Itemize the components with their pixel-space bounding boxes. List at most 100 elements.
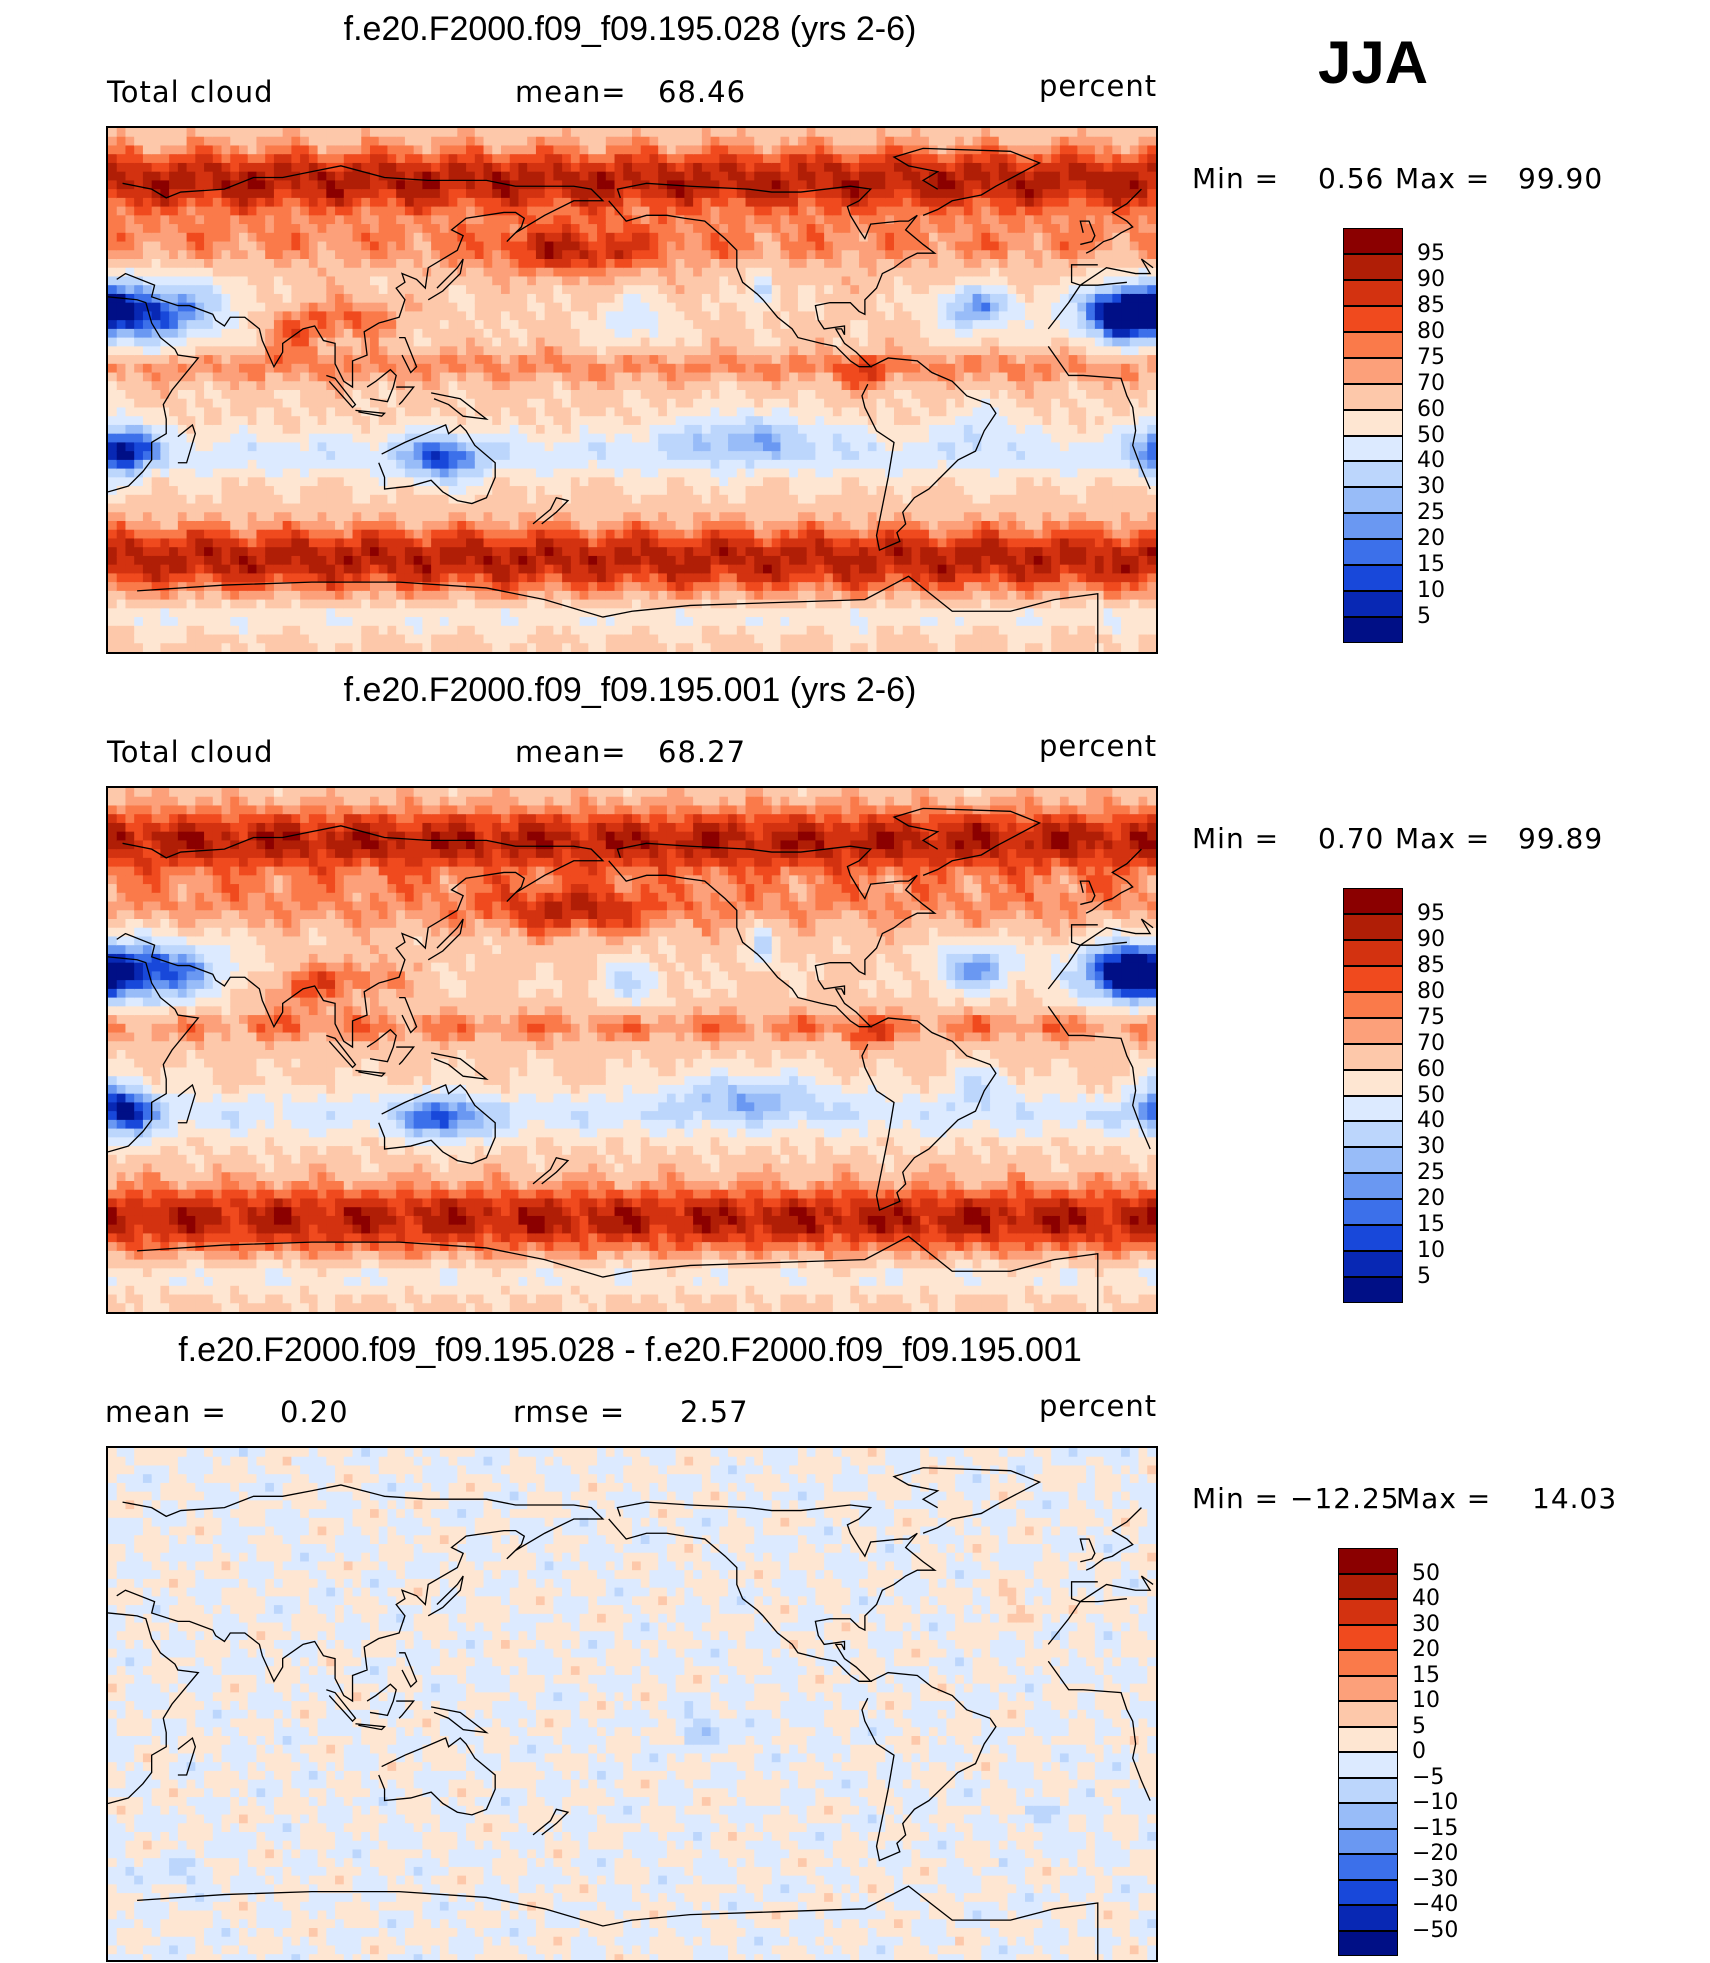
field-cell xyxy=(640,608,651,618)
field-cell xyxy=(195,302,205,313)
field-cell xyxy=(544,617,555,627)
field-cell xyxy=(535,599,546,610)
field-cell xyxy=(605,171,616,182)
field-cell xyxy=(675,250,686,260)
field-cell xyxy=(204,215,214,225)
field-cell xyxy=(370,468,380,479)
field-cell xyxy=(186,451,197,461)
field-cell xyxy=(666,625,677,636)
field-cell xyxy=(439,390,450,400)
field-cell xyxy=(142,608,153,618)
field-cell xyxy=(824,451,834,461)
field-cell xyxy=(605,276,616,287)
field-cell xyxy=(151,215,162,225)
field-cell xyxy=(736,224,747,234)
field-cell xyxy=(597,521,607,531)
field-cell xyxy=(675,363,686,374)
field-cell xyxy=(291,555,302,566)
field-cell xyxy=(658,154,668,164)
field-cell xyxy=(701,477,712,487)
field-cell xyxy=(317,547,328,557)
field-cell xyxy=(553,162,564,173)
field-cell xyxy=(308,363,319,374)
field-cell xyxy=(658,224,668,234)
field-cell xyxy=(797,590,808,601)
field-cell xyxy=(134,381,144,391)
field-cell xyxy=(177,442,188,453)
field-cell xyxy=(605,486,616,496)
field-cell xyxy=(649,206,660,217)
field-cell xyxy=(562,285,572,295)
field-cell xyxy=(474,232,485,243)
field-cell xyxy=(806,136,817,147)
field-cell xyxy=(151,276,162,287)
field-cell xyxy=(483,442,494,453)
field-cell xyxy=(728,232,738,243)
field-cell xyxy=(177,355,188,365)
field-cell xyxy=(623,390,633,400)
field-cell xyxy=(518,197,529,208)
field-cell xyxy=(212,136,223,147)
field-cell xyxy=(308,232,319,243)
field-cell xyxy=(701,547,712,557)
field-cell xyxy=(361,276,371,287)
field-cell xyxy=(422,477,433,487)
field-cell xyxy=(728,625,738,636)
field-cell xyxy=(535,197,546,208)
field-cell xyxy=(439,459,450,470)
field-cell xyxy=(492,293,502,304)
field-cell xyxy=(413,494,424,505)
field-cell xyxy=(160,643,171,652)
field-cell xyxy=(570,162,581,173)
field-cell xyxy=(343,259,354,269)
field-cell xyxy=(352,486,363,496)
field-cell xyxy=(553,189,564,199)
field-cell xyxy=(527,564,537,575)
field-cell xyxy=(291,547,302,557)
field-cell xyxy=(562,459,572,470)
field-cell xyxy=(361,128,371,138)
field-cell xyxy=(728,486,738,496)
field-cell xyxy=(623,547,633,557)
field-cell xyxy=(326,538,336,549)
field-cell xyxy=(317,346,328,356)
field-cell xyxy=(273,162,284,173)
field-cell xyxy=(439,424,450,435)
field-cell xyxy=(666,416,677,426)
field-cell xyxy=(666,197,677,208)
field-cell xyxy=(160,468,171,479)
field-cell xyxy=(370,197,380,208)
field-cell xyxy=(771,145,782,156)
field-cell xyxy=(658,328,668,339)
field-cell xyxy=(614,267,625,278)
field-cell xyxy=(675,346,686,356)
field-cell xyxy=(273,599,284,610)
field-cell xyxy=(378,145,389,156)
field-cell xyxy=(204,582,214,592)
field-cell xyxy=(701,320,712,330)
field-cell xyxy=(134,564,144,575)
field-cell xyxy=(387,582,398,592)
field-cell xyxy=(623,555,633,566)
field-cell xyxy=(806,451,817,461)
field-cell xyxy=(815,459,826,470)
field-cell xyxy=(361,390,371,400)
field-cell xyxy=(422,328,433,339)
field-cell xyxy=(404,599,415,610)
field-cell xyxy=(605,145,616,156)
field-cell xyxy=(448,285,459,295)
field-cell xyxy=(108,599,118,610)
field-cell xyxy=(693,337,703,348)
field-cell xyxy=(693,538,703,549)
field-cell xyxy=(186,477,197,487)
field-cell xyxy=(273,582,284,592)
field-cell xyxy=(116,433,127,444)
field-cell xyxy=(352,250,363,260)
field-cell xyxy=(501,328,511,339)
field-cell xyxy=(509,486,520,496)
field-cell xyxy=(413,197,424,208)
field-cell xyxy=(370,346,380,356)
field-cell xyxy=(142,215,153,225)
field-cell xyxy=(736,346,747,356)
field-cell xyxy=(291,154,302,164)
